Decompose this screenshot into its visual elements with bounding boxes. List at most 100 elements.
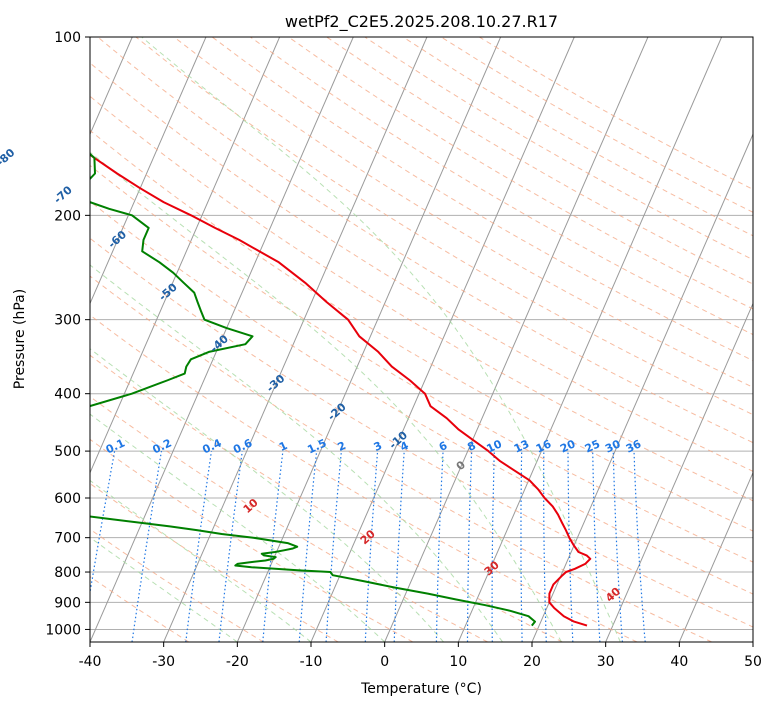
mixing-ratio-line <box>131 450 163 642</box>
dry-adiabat-line <box>97 37 753 444</box>
mixing-ratio-line <box>435 451 444 642</box>
dry-adiabat-line <box>135 37 753 416</box>
y-tick-label: 900 <box>54 595 81 611</box>
dry-adiabat-line <box>288 37 753 310</box>
y-tick-label: 100 <box>54 30 81 46</box>
dry-adiabat-label: 30 <box>482 558 502 578</box>
mixing-ratio-label: 20 <box>558 437 578 455</box>
dry-adiabat-line <box>90 95 753 502</box>
mixing-ratio-label: 10 <box>485 437 505 455</box>
isotherm-line <box>90 37 207 305</box>
dry-adiabat-line <box>90 396 488 642</box>
isotherm-label: -50 <box>156 280 180 303</box>
mixing-ratio-label: 0.6 <box>231 436 254 456</box>
moist-adiabat-line <box>90 348 444 642</box>
moist-adiabat-line <box>141 37 621 642</box>
mixing-ratio-label: 3 <box>372 439 384 454</box>
x-tick-label: 30 <box>597 654 615 670</box>
isotherm-line <box>678 471 753 642</box>
dry-adiabat-line <box>90 314 638 642</box>
mixing-ratio-line <box>218 451 243 642</box>
moist-adiabat-line <box>90 264 503 642</box>
background-grid <box>0 37 753 642</box>
x-tick-label: 10 <box>449 654 467 670</box>
dry-adiabat-line <box>250 37 753 336</box>
y-tick-label: 600 <box>54 491 81 507</box>
y-tick-label: 800 <box>54 565 81 581</box>
y-tick-label: 500 <box>54 444 81 460</box>
adiabat-lines <box>90 37 753 642</box>
mixing-ratio-line <box>592 451 601 642</box>
isotherm-line <box>90 37 354 642</box>
dry-adiabat-line <box>90 237 753 628</box>
mixing-ratio-line <box>633 451 646 642</box>
dry-adiabat-line <box>90 575 190 642</box>
x-axis-label: Temperature (°C) <box>360 681 482 697</box>
isotherm-zero-label: 0 <box>454 458 469 473</box>
isotherm-line <box>457 37 723 642</box>
isotherm-label: -80 <box>0 146 18 169</box>
isotherm-label: -60 <box>106 228 130 251</box>
dry-adiabat-line <box>364 37 753 261</box>
dry-adiabat-line <box>90 164 753 563</box>
dry-adiabat-line <box>90 354 563 642</box>
dry-adiabat-line <box>173 37 753 388</box>
dewpoint-line <box>90 152 536 627</box>
sounding-series <box>90 152 592 627</box>
mixing-ratio-line <box>567 451 574 642</box>
isotherm-line <box>531 132 753 642</box>
mixing-ratio-label: 16 <box>534 437 554 455</box>
isotherm-line <box>90 37 281 474</box>
x-tick-label: 20 <box>523 654 541 670</box>
x-tick-label: 50 <box>744 654 762 670</box>
dry-adiabat-line <box>479 37 753 190</box>
isotherm-line <box>163 37 428 642</box>
x-tick-label: -40 <box>79 654 102 670</box>
mixing-ratio-label: 36 <box>624 437 644 455</box>
dry-adiabat-label: 20 <box>358 527 378 547</box>
x-tick-label: 0 <box>380 654 389 670</box>
dry-adiabat-line <box>90 482 339 642</box>
dry-adiabat-line <box>90 275 712 642</box>
mixing-ratio-label: 2 <box>335 439 347 454</box>
mixing-ratio-line <box>262 451 284 642</box>
mixing-ratio-label: 13 <box>512 437 531 455</box>
dry-adiabat-label: 40 <box>603 585 623 605</box>
temperature-line <box>90 153 592 627</box>
mixing-ratio-label: 30 <box>603 437 623 455</box>
mixing-ratio-label: 0.4 <box>200 436 223 456</box>
mixing-ratio-lines <box>90 450 646 642</box>
isotherm-line <box>310 37 575 642</box>
isotherm-line <box>752 640 753 642</box>
y-tick-label: 300 <box>54 313 81 329</box>
x-tick-label: -20 <box>226 654 249 670</box>
moist-adiabat-line <box>90 151 562 642</box>
isotherm-line <box>384 37 649 642</box>
isotherm-line <box>605 302 753 642</box>
mixing-ratio-line <box>298 451 318 642</box>
y-tick-label: 400 <box>54 387 81 403</box>
mixing-ratio-line <box>491 451 495 642</box>
moist-adiabat-line <box>90 413 386 642</box>
y-tick-label: 700 <box>54 531 81 547</box>
x-tick-label: -30 <box>152 654 175 670</box>
mixing-ratio-label: 25 <box>583 437 602 455</box>
mixing-ratio-line <box>325 451 342 642</box>
isotherm-line <box>0 37 59 642</box>
dry-adiabat-line <box>326 37 753 285</box>
chart-title: wetPf2_C2E5.2025.208.10.27.R17 <box>285 12 558 32</box>
dry-adiabat-line <box>90 438 414 642</box>
y-axis-label: Pressure (hPa) <box>12 289 28 389</box>
axes: -40 -30 -20 -10 0 10 20 30 40 5010020030040050060… <box>45 30 762 670</box>
dry-adiabat-line <box>90 129 753 532</box>
y-tick-label: 200 <box>54 208 81 224</box>
plot-frame <box>89 36 754 643</box>
x-tick-label: -10 <box>300 654 323 670</box>
mixing-ratio-label: 0.1 <box>104 436 127 456</box>
mixing-ratio-line <box>90 450 116 597</box>
dry-adiabat-line <box>211 37 753 362</box>
mixing-ratio-label: 6 <box>437 439 450 454</box>
moist-adiabat-line <box>90 536 238 642</box>
mixing-ratio-line <box>185 451 213 642</box>
